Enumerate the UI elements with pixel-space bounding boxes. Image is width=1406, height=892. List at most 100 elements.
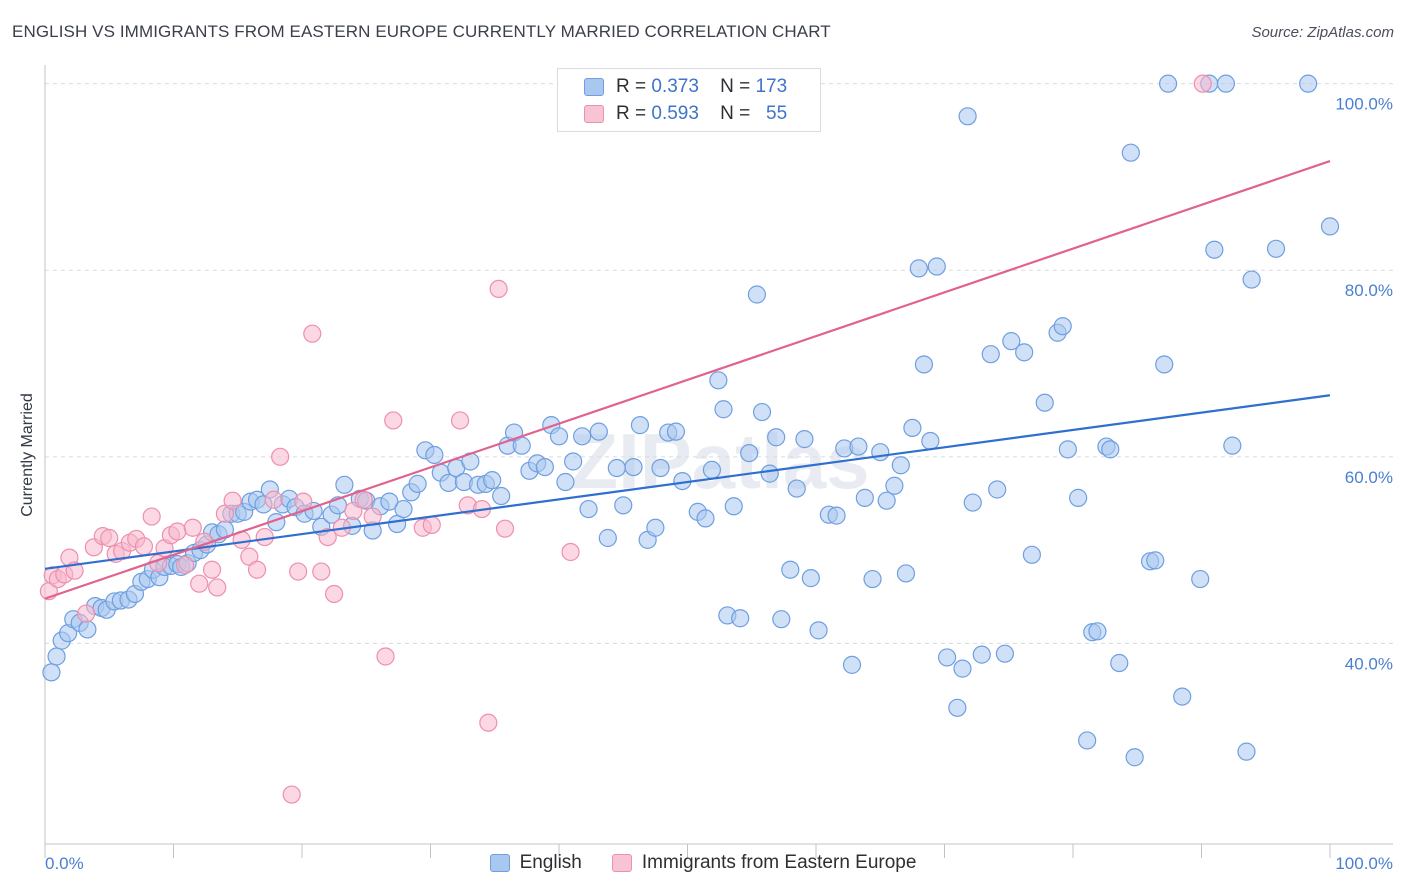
immigrant-point bbox=[247, 560, 267, 579]
legend-english-label: English bbox=[519, 852, 582, 873]
r-label: R = bbox=[616, 103, 647, 124]
english-point bbox=[827, 506, 846, 525]
english-point bbox=[1299, 74, 1318, 93]
immigrant-point bbox=[202, 560, 222, 579]
english-point bbox=[855, 488, 874, 507]
english-point bbox=[724, 497, 743, 516]
legend-row-english: R = 0.373 N = 173 bbox=[584, 74, 787, 100]
english-point bbox=[747, 285, 766, 304]
english-point bbox=[666, 422, 686, 441]
english-point bbox=[740, 444, 759, 463]
chart-title: ENGLISH VS IMMIGRANTS FROM EASTERN EUROP… bbox=[12, 22, 831, 41]
english-point bbox=[863, 569, 882, 589]
trend-lines bbox=[44, 160, 1331, 600]
r-value: 0.593 bbox=[651, 103, 699, 124]
immigrant-point bbox=[495, 519, 515, 538]
n-label: N = bbox=[720, 76, 751, 97]
r-value: 0.373 bbox=[651, 76, 699, 97]
immigrant-point bbox=[142, 507, 161, 526]
x-tick-label: 0.0% bbox=[45, 854, 84, 873]
english-point bbox=[394, 499, 413, 519]
english-point bbox=[439, 473, 458, 493]
x-tick-label: 100.0% bbox=[1335, 854, 1393, 873]
english-point bbox=[483, 471, 502, 490]
immigrant-point bbox=[376, 647, 395, 666]
english-point bbox=[47, 647, 66, 666]
r-label: R = bbox=[616, 76, 647, 97]
immigrant-trend-line bbox=[44, 160, 1331, 600]
immigrant-point bbox=[190, 574, 209, 593]
english-point bbox=[335, 475, 354, 494]
english-point bbox=[877, 491, 896, 510]
english-point bbox=[1237, 742, 1256, 761]
immigrant-point bbox=[183, 518, 202, 537]
immigrant-point bbox=[479, 713, 498, 732]
immigrant-point bbox=[289, 562, 308, 581]
source-label: Source: ZipAtlas.com bbox=[1251, 24, 1394, 41]
english-point bbox=[787, 479, 806, 498]
immigrant-point bbox=[384, 411, 403, 430]
immigrants-swatch bbox=[584, 105, 604, 123]
immigrant-point bbox=[363, 507, 382, 526]
english-point bbox=[1242, 270, 1261, 289]
immigrant-point bbox=[354, 490, 373, 509]
english-point bbox=[1121, 143, 1140, 162]
english-point bbox=[1216, 74, 1236, 93]
english-point bbox=[995, 644, 1014, 663]
english-point bbox=[885, 476, 904, 495]
correlation-legend: R = 0.373 N = 173 R = 0.593 N = 55 bbox=[557, 68, 821, 132]
english-point bbox=[849, 437, 868, 456]
english-point bbox=[896, 564, 916, 583]
immigrant-point bbox=[325, 584, 344, 604]
english-point bbox=[598, 528, 617, 548]
english-point bbox=[1058, 440, 1077, 459]
english-point bbox=[1146, 551, 1165, 570]
english-trend-line bbox=[44, 394, 1331, 570]
english-point bbox=[1101, 440, 1120, 459]
english-point bbox=[1015, 343, 1034, 362]
english-point bbox=[871, 443, 890, 462]
english-point bbox=[78, 620, 97, 639]
n-value: 55 bbox=[766, 103, 788, 124]
english-point bbox=[795, 430, 814, 449]
immigrant-point bbox=[208, 578, 227, 597]
english-point bbox=[801, 569, 820, 588]
english-points bbox=[42, 74, 1340, 767]
english-point bbox=[1191, 569, 1210, 589]
english-point bbox=[1125, 748, 1144, 767]
english-point bbox=[492, 486, 511, 506]
english-point bbox=[1110, 653, 1129, 673]
english-point bbox=[809, 621, 828, 640]
english-point bbox=[909, 259, 928, 278]
english-point bbox=[937, 648, 957, 667]
english-point bbox=[696, 509, 715, 528]
immigrant-point bbox=[271, 447, 290, 466]
english-point bbox=[714, 400, 733, 419]
english-point bbox=[752, 402, 772, 422]
immigrant-point bbox=[450, 411, 470, 430]
legend-row-immigrants: R = 0.593 N = 55 bbox=[584, 101, 787, 127]
axes bbox=[44, 65, 1393, 858]
english-point bbox=[767, 428, 786, 447]
immigrant-point bbox=[168, 522, 187, 541]
english-point bbox=[651, 458, 670, 478]
immigrant-point bbox=[223, 491, 242, 510]
english-point bbox=[1078, 731, 1097, 750]
english-point bbox=[972, 645, 991, 664]
legend-immigrants-label: Immigrants from Eastern Europe bbox=[641, 852, 917, 873]
immigrant-point bbox=[175, 555, 195, 575]
english-point bbox=[914, 355, 934, 374]
english-point bbox=[1205, 240, 1224, 259]
english-point bbox=[963, 493, 982, 512]
english-point bbox=[1069, 488, 1088, 507]
immigrant-point bbox=[422, 515, 441, 535]
english-point bbox=[425, 445, 444, 465]
english-point bbox=[988, 480, 1007, 499]
immigrant-point bbox=[264, 490, 283, 509]
english-point bbox=[781, 560, 800, 579]
immigrant-point bbox=[489, 279, 508, 299]
immigrant-point bbox=[318, 527, 337, 547]
english-point bbox=[953, 659, 972, 678]
series-legend: English Immigrants from Eastern Europe bbox=[0, 852, 1406, 874]
